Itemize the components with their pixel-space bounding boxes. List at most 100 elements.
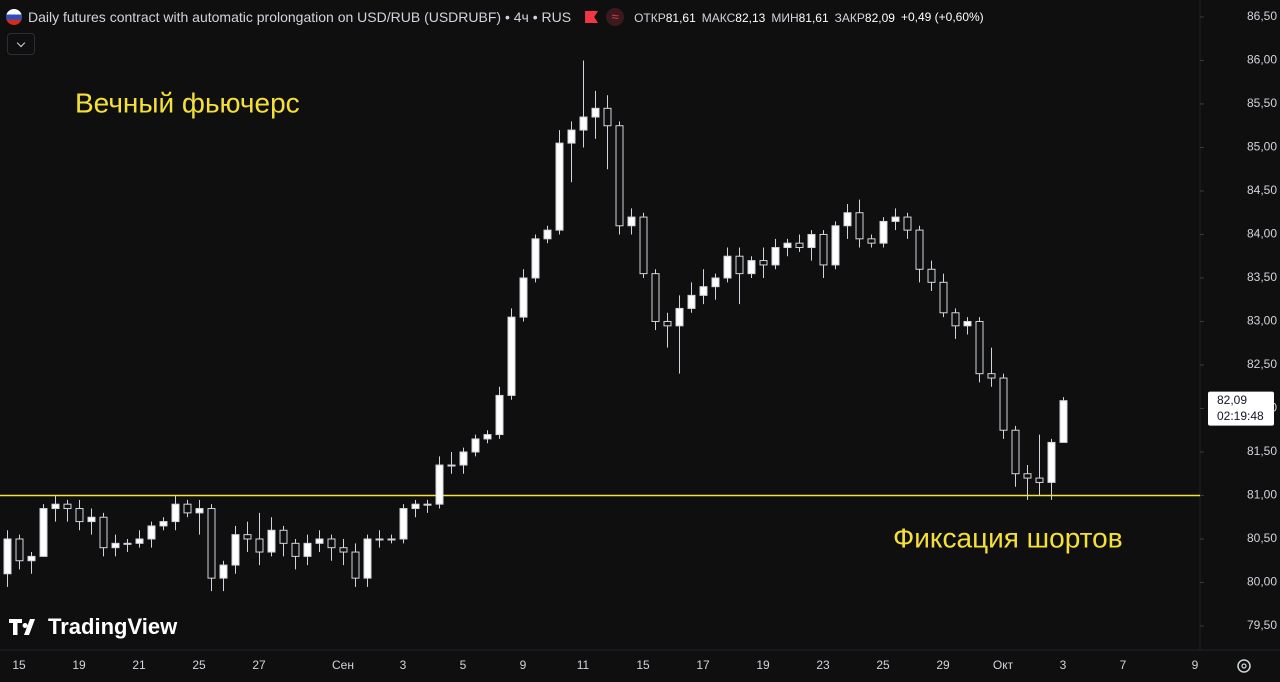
candle-body (1011, 429, 1020, 475)
candle-body (771, 247, 780, 266)
candle-body (471, 438, 480, 453)
candle-body (339, 547, 348, 553)
x-tick-label: 17 (696, 658, 710, 672)
legend-value: 81,61 (665, 11, 696, 25)
candle-body (315, 538, 324, 544)
x-tick-label: 9 (1192, 658, 1199, 672)
candle-body (351, 551, 360, 579)
y-tick-label: 83,50 (1247, 270, 1277, 284)
x-tick-label: 15 (636, 658, 650, 672)
candle-body (279, 529, 288, 544)
candle-body (243, 534, 252, 540)
candle-body (711, 277, 720, 288)
y-tick-label: 84,50 (1247, 183, 1277, 197)
candle-body (27, 555, 36, 562)
candle-body (951, 312, 960, 327)
candle-body (795, 242, 804, 249)
y-tick-label: 86,50 (1247, 9, 1277, 23)
legend-value: 82,13 (735, 11, 766, 25)
legend-label: МАКС (701, 11, 736, 25)
legend-value: 82,09 (864, 11, 895, 25)
candle-body (495, 394, 504, 436)
candle-body (3, 538, 12, 575)
candle-body (1035, 477, 1044, 483)
x-tick-label: 19 (756, 658, 770, 672)
candle-body (375, 538, 384, 541)
annotation: Вечный фьючерс (75, 87, 300, 118)
candle-body (531, 238, 540, 279)
y-tick-label: 85,50 (1247, 96, 1277, 110)
candle-body (555, 142, 564, 231)
candle-body (219, 564, 228, 579)
x-tick-label: 19 (72, 658, 86, 672)
chart-title: Daily futures contract with automatic pr… (28, 9, 572, 25)
candle-body (663, 320, 672, 327)
legend-item: ОТКР81,61 (634, 11, 696, 25)
x-tick-label: 25 (876, 658, 890, 672)
y-tick-label: 80,50 (1247, 531, 1277, 545)
candle-body (87, 516, 96, 523)
candle-body (639, 216, 648, 275)
candle-body (1023, 473, 1032, 479)
candle-body (867, 238, 876, 244)
candle-body (231, 534, 240, 566)
candle-body (435, 464, 444, 505)
candle-body (123, 542, 132, 545)
candle-body (147, 525, 156, 540)
y-tick-label: 79,50 (1247, 618, 1277, 632)
candle-body (483, 434, 492, 440)
logo: TradingView (48, 614, 178, 639)
candle-body (99, 516, 108, 549)
candle-body (15, 538, 24, 562)
candle-body (987, 373, 996, 379)
candle-body (543, 229, 552, 240)
settings-icon[interactable] (1237, 659, 1251, 673)
candle-body (135, 538, 144, 544)
candle-body (855, 212, 864, 240)
candle-body (411, 503, 420, 510)
candle-body (447, 464, 456, 467)
x-tick-label: 27 (252, 658, 266, 672)
symbol-icon (6, 9, 22, 25)
candle-body (51, 503, 60, 510)
flag-icon[interactable] (585, 11, 599, 23)
y-tick-label: 81,50 (1247, 444, 1277, 458)
annotation: Фиксация шортов (893, 522, 1123, 553)
x-tick-label: Сен (332, 658, 354, 672)
candle-body (783, 242, 792, 249)
x-tick-label: 3 (400, 658, 407, 672)
collapse-button[interactable] (7, 33, 35, 55)
candle-body (327, 538, 336, 549)
candle-body (291, 542, 300, 557)
tv-logo-mark (9, 619, 35, 635)
indicator-icon[interactable]: ≈ (606, 8, 625, 26)
candle-body (459, 451, 468, 466)
candle-body (699, 286, 708, 296)
candle-body (915, 229, 924, 270)
candle-body (255, 538, 264, 553)
candle-body (807, 233, 816, 249)
candle-body (903, 216, 912, 231)
candle-body (567, 129, 576, 144)
y-tick-label: 82,50 (1247, 357, 1277, 371)
y-tick-label: 81,00 (1247, 488, 1277, 502)
candle-body (879, 220, 888, 244)
candle-body (39, 508, 48, 557)
legend-item: МАКС82,13 (702, 11, 766, 25)
candle-body (303, 542, 312, 557)
candle-body (939, 281, 948, 314)
candle-body (747, 260, 756, 275)
candle-body (579, 116, 588, 131)
candle-body (63, 503, 72, 510)
candle-body (1059, 400, 1068, 443)
candle-body (615, 125, 624, 227)
candle-body (999, 377, 1008, 431)
candle-body (723, 255, 732, 279)
x-tick-label: 9 (520, 658, 527, 672)
candle-body (75, 508, 84, 523)
change: +0,49 (+0,60%) (900, 10, 984, 24)
candle-body (267, 529, 276, 553)
candle-body (975, 320, 984, 375)
y-tick-label: 83,00 (1247, 314, 1277, 328)
